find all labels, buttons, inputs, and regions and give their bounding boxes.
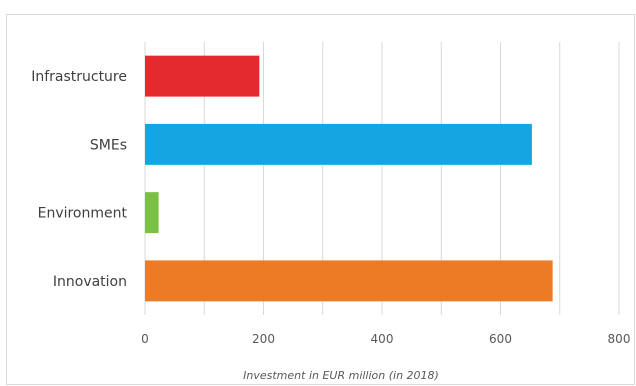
category-label: Infrastructure: [31, 69, 127, 85]
x-tick-labels: 0 200 400 600 800: [141, 332, 630, 346]
bar-infrastructure: [145, 55, 260, 97]
chart-frame: [6, 14, 635, 385]
x-tick-label: 800: [608, 332, 631, 346]
x-tick-label: 400: [371, 332, 394, 346]
category-label: SMEs: [90, 137, 127, 153]
category-labels: Infrastructure SMEs Environment Innovation: [31, 69, 127, 290]
bar-innovation: [145, 260, 553, 302]
category-label: Innovation: [53, 274, 127, 290]
bar-environment: [145, 192, 159, 234]
x-tick-label: 600: [489, 332, 512, 346]
bars: [145, 55, 553, 302]
bar-smes: [145, 123, 532, 165]
x-axis-title: Investment in EUR million (in 2018): [243, 369, 439, 382]
category-label: Environment: [38, 206, 128, 222]
x-tick-label: 200: [252, 332, 275, 346]
x-tick-label: 0: [141, 332, 149, 346]
